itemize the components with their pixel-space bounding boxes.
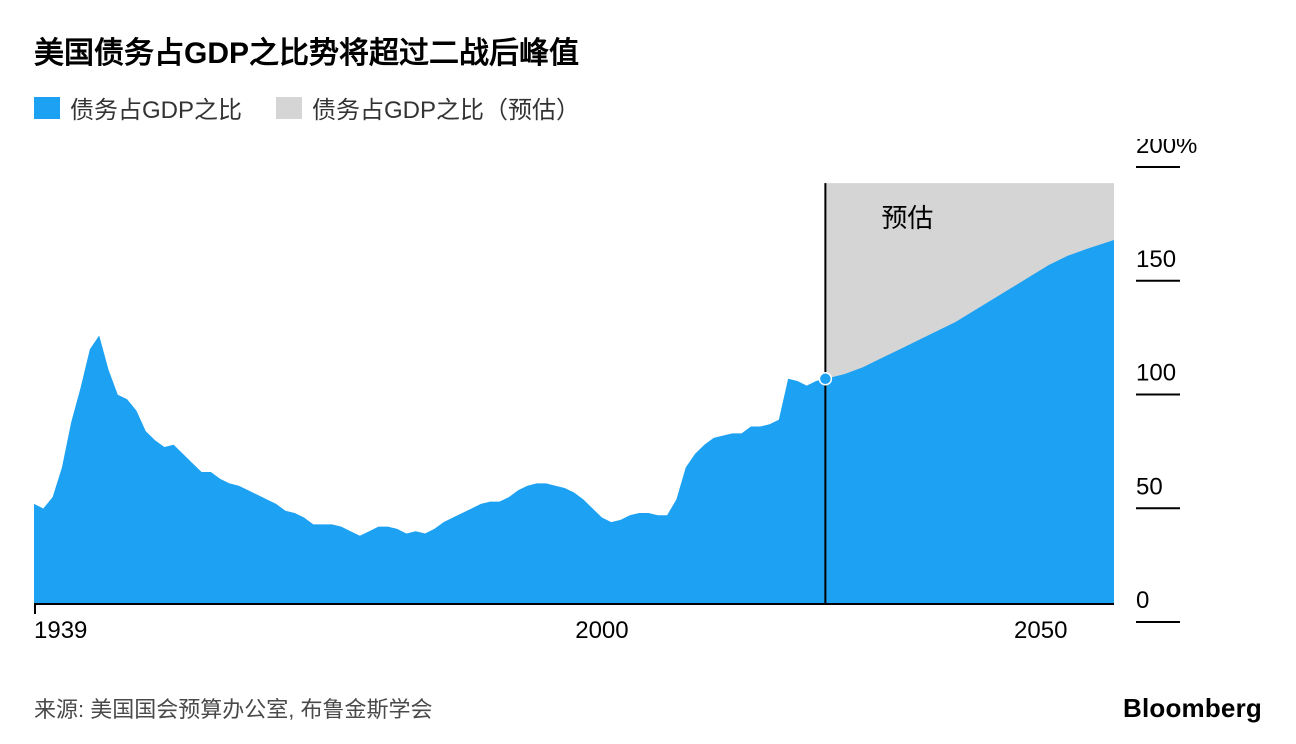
chart-plot: 1939 2000 2050 0 50 100 150 200% 预估 [34, 139, 1262, 676]
svg-text:100: 100 [1136, 360, 1176, 387]
source-text: 来源: 美国国会预算办公室, 布鲁金斯学会 [34, 692, 432, 724]
legend-swatch-actual [34, 97, 60, 119]
svg-text:200%: 200% [1136, 139, 1197, 159]
svg-text:预估: 预估 [881, 203, 933, 233]
chart-title: 美国债务占GDP之比势将超过二战后峰值 [34, 28, 1262, 72]
svg-text:2000: 2000 [575, 617, 628, 639]
chart-footer: 来源: 美国国会预算办公室, 布鲁金斯学会 Bloomberg [34, 692, 1262, 724]
chart-legend: 债务占GDP之比 债务占GDP之比（预估） [34, 90, 1262, 125]
brand-text: Bloomberg [1123, 693, 1262, 724]
svg-text:50: 50 [1136, 473, 1163, 500]
area-chart-svg: 1939 2000 2050 0 50 100 150 200% 预估 [34, 139, 1262, 639]
legend-label-actual: 债务占GDP之比 [70, 90, 242, 125]
legend-label-forecast: 债务占GDP之比（预估） [312, 90, 580, 125]
svg-text:150: 150 [1136, 246, 1176, 273]
legend-item-forecast: 债务占GDP之比（预估） [276, 90, 580, 125]
chart-container: 美国债务占GDP之比势将超过二战后峰值 债务占GDP之比 债务占GDP之比（预估… [0, 0, 1296, 744]
svg-text:0: 0 [1136, 587, 1149, 614]
legend-swatch-forecast [276, 97, 302, 119]
svg-text:2050: 2050 [1014, 617, 1067, 639]
legend-item-actual: 债务占GDP之比 [34, 90, 242, 125]
svg-text:1939: 1939 [34, 617, 87, 639]
